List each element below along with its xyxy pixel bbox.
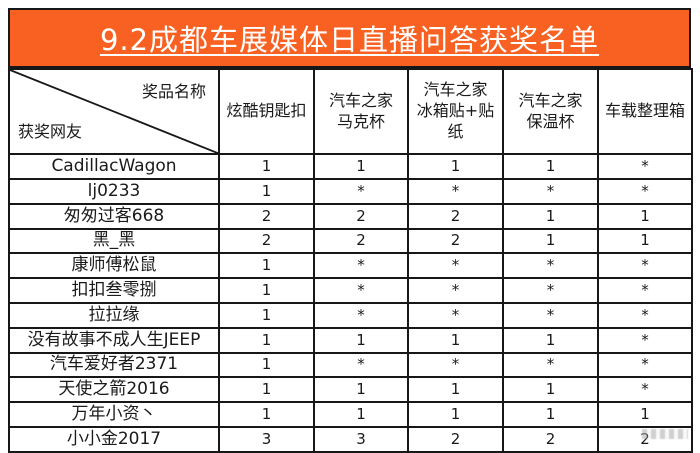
winner-name: 康师傅松鼠	[8, 252, 220, 280]
winner-name: 天使之箭2016	[8, 376, 220, 404]
table-row: 拉拉缘 1 * * * *	[8, 301, 693, 329]
prize-count-cell: *	[502, 301, 599, 329]
prize-count-cell: 2	[407, 227, 504, 255]
winner-name: CadillacWagon	[8, 153, 220, 180]
prize-count-cell: 1	[597, 202, 693, 230]
prize-count-cell: 1	[313, 153, 409, 180]
winner-name: 小小金2017	[8, 425, 220, 453]
prize-count-cell: *	[597, 177, 693, 205]
winner-name: 没有故事不成人生JEEP	[8, 326, 220, 354]
column-header-organizer: 车载整理箱	[597, 67, 693, 156]
column-header-mug: 汽车之家 马克杯	[313, 67, 409, 156]
prize-count-cell: 1	[502, 326, 599, 354]
table-row: lj0233 1 * * * *	[8, 177, 693, 205]
prize-count-cell: 3	[218, 425, 315, 453]
prize-count-cell: *	[407, 252, 504, 280]
prize-count-cell: 1	[313, 376, 409, 404]
winner-name: 匆匆过客668	[8, 202, 220, 230]
winner-name: 汽车爱好者2371	[8, 351, 220, 379]
prize-count-cell: *	[407, 277, 504, 304]
prize-count-cell: 1	[218, 351, 315, 379]
table-row: 没有故事不成人生JEEP 1 1 1 1 *	[8, 326, 693, 354]
prize-count-cell: *	[407, 177, 504, 205]
prize-count-cell: 1	[218, 376, 315, 404]
prize-count-cell: 1	[502, 202, 599, 230]
prize-count-cell: *	[313, 252, 409, 280]
prize-count-cell: 1	[502, 376, 599, 404]
table-row: 天使之箭2016 1 1 1 1 *	[8, 376, 693, 404]
prize-count-cell: *	[597, 351, 693, 379]
prize-count-cell: *	[313, 177, 409, 205]
award-table: 奖品名称 获奖网友 炫酷钥匙扣 汽车之家 马克杯 汽车之家 冰箱贴+贴 纸 汽车…	[8, 67, 693, 453]
prize-count-cell: 1	[218, 277, 315, 304]
prize-count-cell: *	[597, 301, 693, 329]
prize-count-cell: 1	[502, 227, 599, 255]
prize-count-cell: *	[407, 301, 504, 329]
table-row: 汽车爱好者2371 1 * * * *	[8, 351, 693, 379]
prize-count-cell: *	[502, 351, 599, 379]
title-banner: 9.2成都车展媒体日直播问答获奖名单	[8, 8, 691, 68]
corner-label-prize-name: 奖品名称	[141, 82, 206, 101]
table-body: CadillacWagon 1 1 1 1 * lj0233 1 * * * * 匆匆过客668 2 2 2 1…	[8, 153, 693, 453]
prize-count-cell: 1	[218, 301, 315, 329]
prize-count-cell: *	[597, 326, 693, 354]
prize-count-cell: 1	[313, 401, 409, 428]
winner-name: 黑_黑	[8, 227, 220, 255]
table-row: 康师傅松鼠 1 * * * *	[8, 252, 693, 280]
table-row: 小小金2017 3 3 2 2 2	[8, 425, 693, 453]
prize-count-cell: *	[502, 252, 599, 280]
page-title: 9.2成都车展媒体日直播问答获奖名单	[99, 23, 600, 57]
prize-count-cell: 1	[218, 326, 315, 354]
table-row: 扣扣叁零捌 1 * * * *	[8, 277, 693, 304]
prize-count-cell: 1	[502, 153, 599, 180]
prize-count-cell: *	[597, 277, 693, 304]
column-header-magnet: 汽车之家 冰箱贴+贴 纸	[407, 67, 504, 156]
page: 9.2成都车展媒体日直播问答获奖名单 奖品名称 获奖网友 炫酷钥匙扣 汽车之家	[8, 8, 693, 453]
prize-count-cell: *	[313, 301, 409, 329]
winner-name: 万年小资丶	[8, 401, 220, 428]
prize-count-cell: 1	[502, 401, 599, 428]
prize-count-cell: 2	[218, 202, 315, 230]
prize-count-cell: 2	[407, 425, 504, 453]
prize-count-cell: *	[313, 351, 409, 379]
prize-count-cell: 3	[313, 425, 409, 453]
prize-count-cell: 1	[313, 326, 409, 354]
prize-count-cell: 1	[407, 376, 504, 404]
corner-label-winner: 获奖网友	[18, 122, 83, 142]
column-header-thermos: 汽车之家 保温杯	[502, 67, 599, 156]
corner-header-cell: 奖品名称 获奖网友	[8, 67, 220, 156]
prize-count-cell: *	[597, 376, 693, 404]
prize-count-cell: 2	[313, 202, 409, 230]
prize-count-cell: 1	[218, 252, 315, 280]
prize-count-cell: 2	[313, 227, 409, 255]
prize-count-cell: *	[502, 177, 599, 205]
prize-count-cell: 1	[218, 177, 315, 205]
winner-name: 拉拉缘	[8, 301, 220, 329]
winner-name: lj0233	[8, 177, 220, 205]
prize-count-cell: 1	[407, 153, 504, 180]
prize-count-cell: *	[597, 252, 693, 280]
prize-count-cell: *	[502, 277, 599, 304]
table-row: 万年小资丶 1 1 1 1 1	[8, 401, 693, 428]
prize-count-cell: *	[597, 153, 693, 180]
header-row: 奖品名称 获奖网友 炫酷钥匙扣 汽车之家 马克杯 汽车之家 冰箱贴+贴 纸 汽车…	[8, 67, 693, 156]
prize-count-cell: 2	[407, 202, 504, 230]
prize-count-cell: 2	[502, 425, 599, 453]
diagonal-divider-line	[10, 70, 218, 154]
prize-count-cell: *	[313, 277, 409, 304]
prize-count-cell: 1	[597, 401, 693, 428]
prize-count-cell: 1	[218, 153, 315, 180]
prize-count-cell: 1	[597, 227, 693, 255]
table-row: 匆匆过客668 2 2 2 1 1	[8, 202, 693, 230]
prize-count-cell: 1	[407, 401, 504, 428]
column-header-keychain: 炫酷钥匙扣	[218, 67, 315, 156]
prize-count-cell: 1	[218, 401, 315, 428]
table-row: 黑_黑 2 2 2 1 1	[8, 227, 693, 255]
prize-count-cell: 2	[218, 227, 315, 255]
prize-count-cell: 2	[597, 425, 693, 453]
prize-count-cell: *	[407, 351, 504, 379]
prize-count-cell: 1	[407, 326, 504, 354]
winner-name: 扣扣叁零捌	[8, 277, 220, 304]
table-row: CadillacWagon 1 1 1 1 *	[8, 153, 693, 180]
